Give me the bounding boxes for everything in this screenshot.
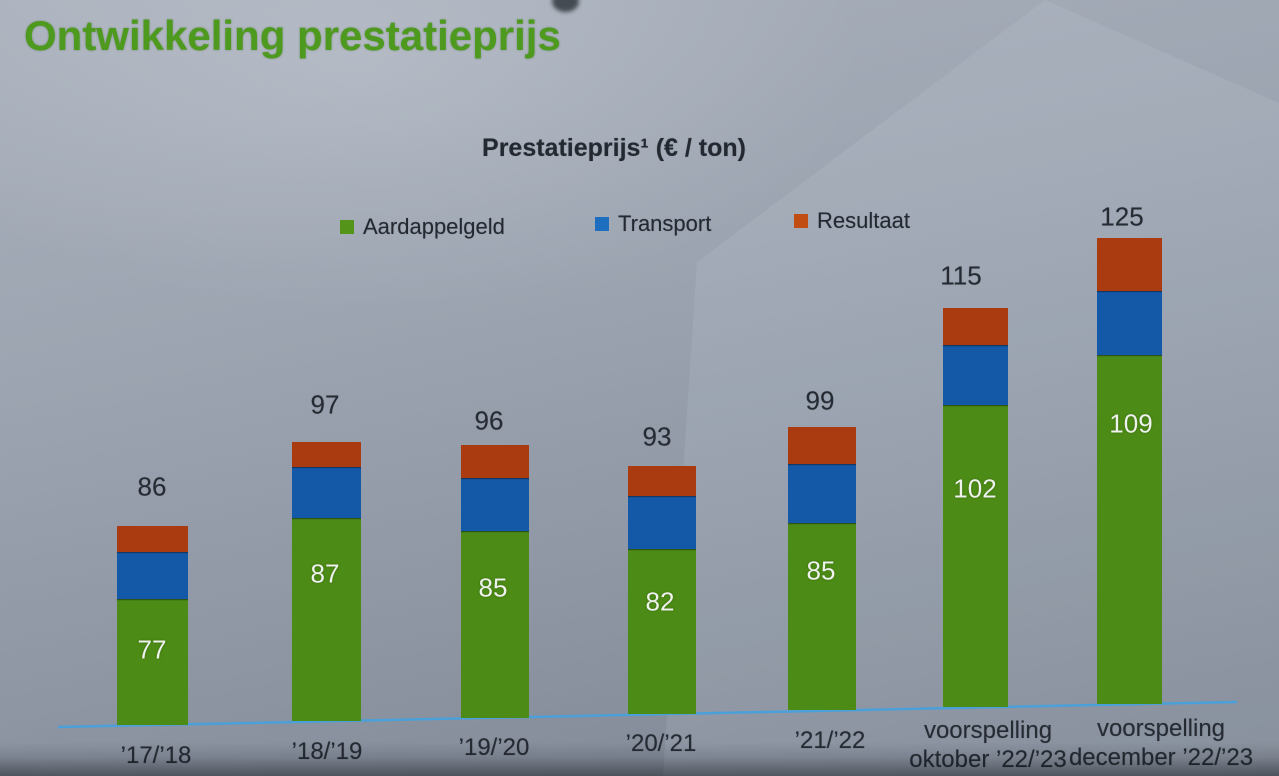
bar-segment-resultaat bbox=[628, 466, 696, 496]
aardappelgeld-value-label: 102 bbox=[953, 473, 997, 504]
bar-segment-aardappelgeld bbox=[943, 405, 1008, 707]
category-label-line: ’17/’18 bbox=[120, 742, 192, 769]
legend-label-transport: Transport bbox=[618, 211, 712, 236]
category-label: voorspelling oktober ’22/’23 bbox=[909, 716, 1066, 774]
bar-segment-aardappelgeld bbox=[461, 531, 529, 718]
aardappelgeld-value-label: 82 bbox=[645, 586, 675, 617]
category-label: ’17/’18 bbox=[121, 741, 192, 770]
slide-title: Ontwikkeling prestatieprijs bbox=[24, 12, 561, 59]
bar-segment-transport bbox=[117, 552, 188, 599]
aardappelgeld-value-label: 77 bbox=[137, 634, 167, 665]
total-value-label: 96 bbox=[474, 405, 504, 436]
category-label-line: december ’22/’23 bbox=[1068, 744, 1254, 771]
legend-swatch-aardappelgeld bbox=[340, 220, 354, 234]
aardappelgeld-value-label: 109 bbox=[1109, 408, 1153, 439]
total-value-label: 99 bbox=[805, 385, 835, 416]
bar-segment-resultaat bbox=[117, 526, 188, 552]
x-axis-line bbox=[57, 700, 1238, 729]
bar-segment-resultaat bbox=[943, 308, 1008, 345]
total-value-label: 86 bbox=[137, 471, 167, 502]
category-label-line: voorspelling bbox=[923, 717, 1053, 744]
category-label-line: ’21/’22 bbox=[794, 727, 866, 754]
category-label-line: voorspelling bbox=[1096, 715, 1226, 742]
category-label: ’19/’20 bbox=[459, 733, 530, 762]
legend-label-aardappelgeld: Aardappelgeld bbox=[363, 214, 505, 239]
bar-segment-transport bbox=[292, 467, 361, 518]
legend-item-transport: Transport bbox=[595, 211, 711, 237]
bar-segment-resultaat bbox=[292, 442, 361, 467]
bar-segment-transport bbox=[461, 478, 529, 531]
chart-title: Prestatieprijs¹ (€ / ton) bbox=[482, 134, 746, 162]
bar-segment-aardappelgeld bbox=[292, 518, 361, 721]
total-value-label: 93 bbox=[642, 421, 672, 452]
bar-segment-resultaat bbox=[461, 445, 529, 478]
aardappelgeld-value-label: 87 bbox=[310, 558, 340, 589]
bar-segment-transport bbox=[628, 496, 696, 549]
category-label-line: ’20/’21 bbox=[625, 730, 697, 757]
legend-swatch-resultaat bbox=[794, 214, 808, 228]
bar-segment-aardappelgeld bbox=[117, 599, 188, 725]
legend-swatch-transport bbox=[595, 217, 609, 231]
category-label-line: ’19/’20 bbox=[458, 734, 530, 761]
total-value-label: 97 bbox=[310, 389, 340, 420]
bar-segment-transport bbox=[1097, 291, 1162, 355]
bar-segment-resultaat bbox=[1097, 238, 1162, 291]
legend-item-aardappelgeld: Aardappelgeld bbox=[340, 214, 505, 240]
bar-segment-transport bbox=[943, 345, 1008, 405]
category-label: ’21/’22 bbox=[795, 726, 866, 755]
photo-artifact-dot bbox=[552, 0, 579, 12]
category-label: ’18/’19 bbox=[292, 737, 363, 766]
aardappelgeld-value-label: 85 bbox=[806, 555, 836, 586]
category-label-line: oktober ’22/’23 bbox=[909, 746, 1067, 773]
total-value-label: 125 bbox=[1100, 201, 1144, 232]
bar-segment-aardappelgeld bbox=[1097, 355, 1162, 704]
category-label: ’20/’21 bbox=[626, 729, 697, 758]
bar-segment-transport bbox=[788, 464, 856, 523]
category-label: voorspelling december ’22/’23 bbox=[1069, 714, 1253, 772]
bar-segment-aardappelgeld bbox=[628, 549, 696, 714]
legend-label-resultaat: Resultaat bbox=[817, 208, 910, 233]
aardappelgeld-value-label: 85 bbox=[478, 572, 508, 603]
bar-segment-resultaat bbox=[788, 427, 856, 464]
total-value-label: 115 bbox=[940, 260, 982, 291]
category-label-line: ’18/’19 bbox=[291, 738, 363, 765]
legend-item-resultaat: Resultaat bbox=[794, 208, 910, 234]
bar-segment-aardappelgeld bbox=[788, 523, 856, 710]
